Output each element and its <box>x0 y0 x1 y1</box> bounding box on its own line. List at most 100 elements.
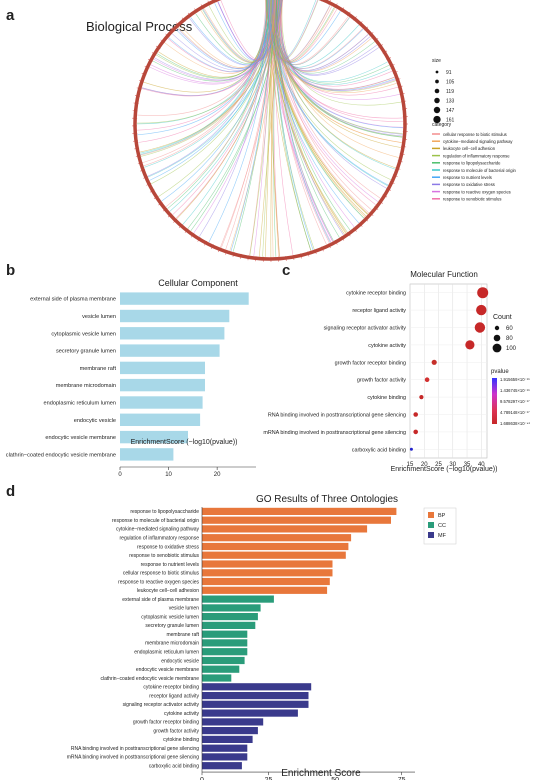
go-bar <box>202 551 346 559</box>
go-legend: BP CC MF <box>423 507 457 545</box>
chord-link <box>161 0 274 202</box>
panel-label-b: b <box>6 262 15 279</box>
panel-label-c: c <box>282 262 290 279</box>
cc-category-label: endoplasmic reticulum lumen <box>44 400 116 406</box>
size-legend-dot <box>435 79 439 84</box>
go-bar <box>202 744 248 752</box>
size-legend-label: 105 <box>446 80 455 86</box>
mf-dot <box>474 322 486 333</box>
pvalue-legend-title: pvalue <box>491 369 509 375</box>
count-legend-label: 100 <box>506 346 517 352</box>
cc-x-tick-label: 10 <box>165 472 172 478</box>
go-legend-swatch <box>428 532 434 538</box>
size-legend-label: 133 <box>446 99 455 105</box>
panel-label-d: d <box>6 483 15 500</box>
go-category-label: RNA binding involved in posttranscriptio… <box>71 746 199 752</box>
go-category-label: membrane microdomain <box>145 641 199 647</box>
pvalue-legend-label: 1.915659×10⁻¹⁶ <box>500 377 530 382</box>
go-category-label: cytokine receptor binding <box>143 685 199 691</box>
count-legend-dot <box>492 343 502 353</box>
category-legend-label: cellular response to biotic stimulus <box>443 132 507 137</box>
mf-x-tick-label: 20 <box>421 462 428 468</box>
chord-link <box>274 0 350 66</box>
go-category-label: receptor ligand activity <box>149 693 199 699</box>
mf-dot <box>409 447 413 451</box>
mf-category-label: growth factor receptor binding <box>335 360 406 366</box>
go-category-label: vesicle lumen <box>169 606 200 612</box>
count-legend-label: 60 <box>506 326 513 332</box>
chord-link <box>273 0 369 71</box>
go-bar <box>202 762 242 770</box>
mf-dot <box>413 429 419 435</box>
mf-category-label: carboxylic acid binding <box>352 447 406 453</box>
chord-link <box>140 0 267 154</box>
chord-title: Biological Process <box>86 19 193 34</box>
go-x-tick-label: 50 <box>331 777 339 780</box>
mf-x-tick-label: 15 <box>407 462 414 468</box>
mf-category-label: signaling receptor activator activity <box>324 326 407 332</box>
chord-link <box>273 0 387 189</box>
chord-link <box>220 0 281 61</box>
go-bar <box>202 683 312 691</box>
mf-dot <box>419 395 424 400</box>
go-bar <box>202 753 248 761</box>
cc-category-label: membrane microdomain <box>56 383 116 389</box>
mf-category-label: RNA binding involved in posttranscriptio… <box>268 413 406 419</box>
mf-category-label: cytokine receptor binding <box>346 291 406 297</box>
mf-xlabel: EnrichmentScore (−log10(pvalue)) <box>391 466 498 473</box>
chord-link <box>154 0 283 81</box>
chord-diagram-panel: Biological Process size 91 105 119 133 147 16… <box>86 0 517 263</box>
pvalue-legend-label: 9.578297×10⁻¹⁷ <box>500 399 530 404</box>
mf-category-label: cytokine binding <box>367 395 406 401</box>
mf-dot <box>431 359 437 365</box>
go-category-label: cytokine activity <box>164 711 200 717</box>
cc-title: Cellular Component <box>158 278 238 288</box>
mf-category-label: receptor ligand activity <box>352 308 406 314</box>
cc-xlabel: EnrichmentScore (−log10(pvalue)) <box>131 439 238 446</box>
go-category-label: secretory granule lumen <box>145 623 199 629</box>
cc-category-label: endocytic vesicle <box>74 418 116 424</box>
pvalue-legend-label: 4.789148×10⁻¹⁷ <box>500 410 530 415</box>
cc-category-label: secretory granule lumen <box>56 349 116 355</box>
cc-category-label: clathrin−coated endocytic vesicle membra… <box>6 452 116 458</box>
mf-category-label: mRNA binding involved in posttranscripti… <box>263 430 406 436</box>
chord-link <box>268 0 318 60</box>
go-three-ontologies-panel: GO Results of Three Ontologies response … <box>67 494 457 780</box>
cc-category-label: external side of plasma membrane <box>30 297 116 303</box>
mf-legends: Count pvalue 60 80 100 1.915659×10⁻¹⁶ 1.4367… <box>491 314 531 426</box>
go-legend-swatch <box>428 522 434 528</box>
cc-bar <box>120 361 205 375</box>
category-legend: category cellular response to biotic sti… <box>432 122 517 202</box>
go-bar <box>202 569 333 577</box>
go-category-label: mRNA binding involved in posttranscripti… <box>67 755 200 761</box>
chord-link <box>193 0 283 234</box>
count-legend-dot <box>493 334 501 342</box>
chord-link <box>276 0 375 74</box>
pvalue-legend-label: 1.688638×10⁻⁴¹ <box>500 421 531 426</box>
go-category-label: growth factor receptor binding <box>133 720 199 726</box>
category-legend-label: response to nutrient levels <box>443 175 492 180</box>
go-category-label: cytokine binding <box>163 737 199 743</box>
go-bar <box>202 727 258 735</box>
mf-plot-frame <box>409 283 488 459</box>
go-bar <box>202 560 333 568</box>
cc-category-label: membrane raft <box>80 366 117 372</box>
mf-dot <box>413 412 419 417</box>
mf-dot <box>465 340 475 350</box>
mf-dots: 15 20 25 30 35 40 cytokine receptor binding rec… <box>263 283 489 468</box>
cc-bar <box>120 413 201 426</box>
chord-link <box>274 0 372 73</box>
size-legend-dot <box>435 70 439 74</box>
go-bar <box>202 525 368 533</box>
go-bars: response to lipopolysaccharide response t… <box>67 507 415 780</box>
go-category-label: leukocyte cell−cell adhesion <box>137 588 199 594</box>
cc-bar <box>120 448 174 461</box>
chord-link <box>266 0 369 215</box>
go-title: GO Results of Three Ontologies <box>256 494 398 505</box>
size-legend-dot <box>433 106 441 114</box>
cc-bar <box>120 430 188 444</box>
go-bar <box>202 735 253 743</box>
mf-x-tick-label: 25 <box>435 462 442 468</box>
chord-link <box>140 0 270 155</box>
